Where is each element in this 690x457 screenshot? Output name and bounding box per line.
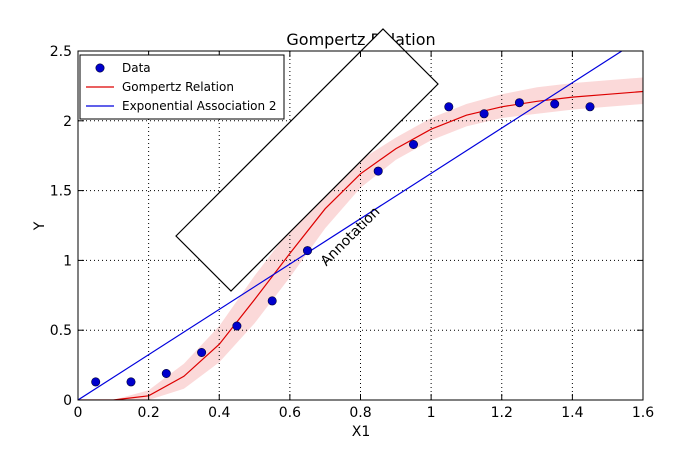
legend-label: Exponential Association 2 xyxy=(122,99,277,113)
data-point xyxy=(91,377,101,387)
data-point xyxy=(161,368,171,378)
x-tick-label: 0.6 xyxy=(279,405,301,421)
legend-label: Data xyxy=(122,61,151,75)
y-tick-label: 2 xyxy=(63,114,72,130)
x-tick-label: 0.8 xyxy=(349,405,371,421)
annotation-box xyxy=(175,28,439,292)
x-tick-label: 1.4 xyxy=(561,405,583,421)
y-tick-label: 1.5 xyxy=(50,184,72,200)
x-tick-label: 1.2 xyxy=(491,405,513,421)
tick-layer: 0 0.2 0.4 0.6 0.8 1 1.2 1.4 1.6 0 0.5 1 1.5 2 2.5 xyxy=(50,44,654,421)
y-tick-label: 1 xyxy=(63,253,72,269)
data-point xyxy=(267,296,277,306)
data-point xyxy=(479,109,489,119)
data-point xyxy=(408,140,418,150)
x-tick-label: 0 xyxy=(74,405,83,421)
legend-marker-data xyxy=(95,63,105,73)
data-point xyxy=(373,166,383,176)
legend: Data Gompertz Relation Exponential Associa… xyxy=(79,54,285,120)
x-tick-label: 0.2 xyxy=(137,405,159,421)
data-point xyxy=(232,321,242,331)
data-point xyxy=(197,347,207,357)
chart-title: Gompertz Relation xyxy=(286,30,435,49)
data-point xyxy=(444,102,454,112)
data-point xyxy=(302,246,312,256)
x-tick-label: 0.4 xyxy=(208,405,230,421)
x-tick-label: 1.6 xyxy=(632,405,654,421)
data-point xyxy=(514,98,524,108)
y-tick-label: 2.5 xyxy=(50,44,72,60)
x-axis-title: X1 xyxy=(352,424,371,440)
y-axis-title: Y xyxy=(32,221,48,231)
gompertz-curve xyxy=(78,90,643,400)
data-point xyxy=(585,102,595,112)
y-tick-label: 0.5 xyxy=(50,323,72,339)
legend-label: Gompertz Relation xyxy=(122,80,234,94)
y-tick-label: 0 xyxy=(63,393,72,409)
series-layer xyxy=(78,51,643,400)
x-tick-label: 1 xyxy=(427,405,436,421)
data-point xyxy=(126,377,136,387)
exponential-association-line xyxy=(78,51,623,400)
data-point xyxy=(550,99,560,109)
